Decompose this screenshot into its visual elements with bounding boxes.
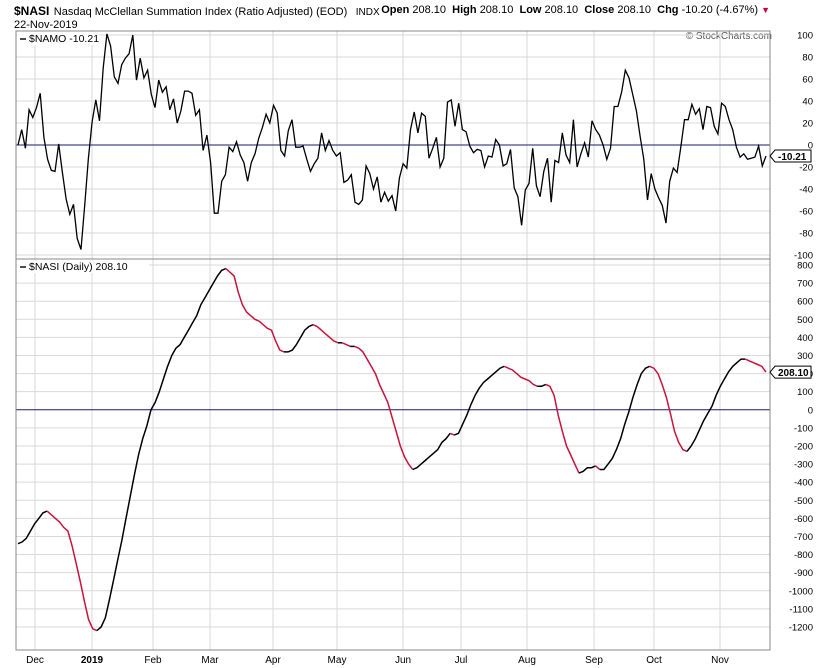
y-tick-label: 400 [797,333,813,344]
x-tick-label: Nov [711,655,729,666]
y-tick-label: 100 [797,31,813,42]
index-name: Nasdaq McClellan Summation Index (Ratio … [53,6,348,18]
nasi-series-segment [595,465,601,471]
ohlc-readout: Open 208.10 High 208.10 Low 208.10 Close… [381,4,770,16]
x-tick-label: Jul [455,655,468,666]
date-label: 22-Nov-2019 [14,19,78,31]
y-tick-label: -60 [799,207,813,218]
nasi-series-segment [744,358,767,373]
nasi-series-segment [686,358,746,452]
x-tick-label: Feb [144,655,162,666]
nasi-series-segment [545,383,580,474]
x-tick-label: Jun [395,655,411,666]
last-value-label: -10.21 [778,152,807,163]
nasi-series-segment [225,268,285,353]
namo-series-line [17,33,767,250]
nasi-series-segment [449,432,455,436]
x-tick-label: Mar [201,655,219,666]
x-tick-label: Oct [646,655,662,666]
nasi-series-segment [341,342,351,348]
panel-title-bg [17,260,149,273]
nasi-series-segment [454,365,505,436]
nasi-series-segment [649,365,688,453]
chart-subheader: 22-Nov-2019 © StockCharts.com [14,15,814,42]
y-tick-label: 0 [808,405,813,416]
chg-label: Chg [657,4,679,16]
y-tick-label: -1000 [789,586,813,597]
y-tick-label: -600 [794,514,813,525]
x-tick-label: Apr [265,655,281,666]
nasi-series-segment [17,510,48,545]
x-tick-label: 2019 [81,655,104,666]
last-value-marker [769,365,812,379]
y-tick-label: -700 [794,532,813,543]
nasi-series-segment [284,324,314,353]
down-triangle-icon: ▼ [761,5,770,15]
y-tick-label: -300 [794,460,813,471]
high-value: 208.10 [479,4,514,16]
panel-title-bg [17,32,100,45]
low-value: 208.10 [544,4,579,16]
y-tick-label: 300 [797,351,813,362]
nasi-series-segment [312,324,339,344]
y-tick-label: -400 [794,478,813,489]
high-label: High [452,4,477,16]
y-tick-label: 80 [802,53,813,64]
nasi-series-segment [503,365,538,387]
y-tick-label: 40 [802,97,813,108]
x-tick-label: May [328,655,347,666]
nasi-series-segment [537,383,547,388]
nasi-series-segment [96,267,227,632]
y-tick-label: -100 [794,251,813,262]
panel-title: $NAMO -10.21 [29,33,99,45]
panel-title: $NASI (Daily) 208.10 [29,261,128,273]
low-label: Low [519,4,542,16]
y-tick-label: -20 [799,163,813,174]
nasi-series-segment [412,432,451,471]
x-tick-label: Dec [26,655,44,666]
y-tick-label: 800 [797,261,813,272]
y-tick-label: -500 [794,496,813,507]
nasi-series-segment [46,510,98,632]
y-tick-label: 0 [808,141,813,152]
exchange-label: INDX [355,7,380,18]
panel-frame [15,258,771,651]
y-tick-label: 20 [802,119,813,130]
y-tick-label: 60 [802,75,813,86]
y-tick-label: 600 [797,297,813,308]
open-value: 208.10 [412,4,447,16]
y-tick-label: -900 [794,568,813,579]
x-tick-label: Aug [518,655,536,666]
close-label: Close [584,4,615,16]
last-value-marker [769,149,812,163]
y-tick-label: -100 [794,423,813,434]
x-tick-label: Sep [585,655,603,666]
y-tick-label: -1200 [789,622,813,633]
last-value-label: 208.10 [778,368,809,379]
chart-header: $NASI Nasdaq McClellan Summation Index (… [14,2,814,18]
y-tick-label: -80 [799,229,813,240]
y-tick-label: -1100 [789,604,813,615]
nasi-series-segment [354,345,414,470]
y-tick-label: 700 [797,279,813,290]
symbol-label: $NASI [14,4,50,18]
nasi-series-segment [578,465,596,474]
close-value: 208.10 [617,4,651,16]
credit-label: © StockCharts.com [685,31,772,42]
chg-value: -10.20 (-4.67%) [681,4,759,16]
y-tick-label: -800 [794,550,813,561]
open-label: Open [381,4,410,16]
y-tick-label: 100 [797,387,813,398]
nasi-series-segment [599,365,650,471]
y-tick-label: -200 [794,441,813,452]
y-tick-label: 500 [797,315,813,326]
y-tick-label: -40 [799,185,813,196]
